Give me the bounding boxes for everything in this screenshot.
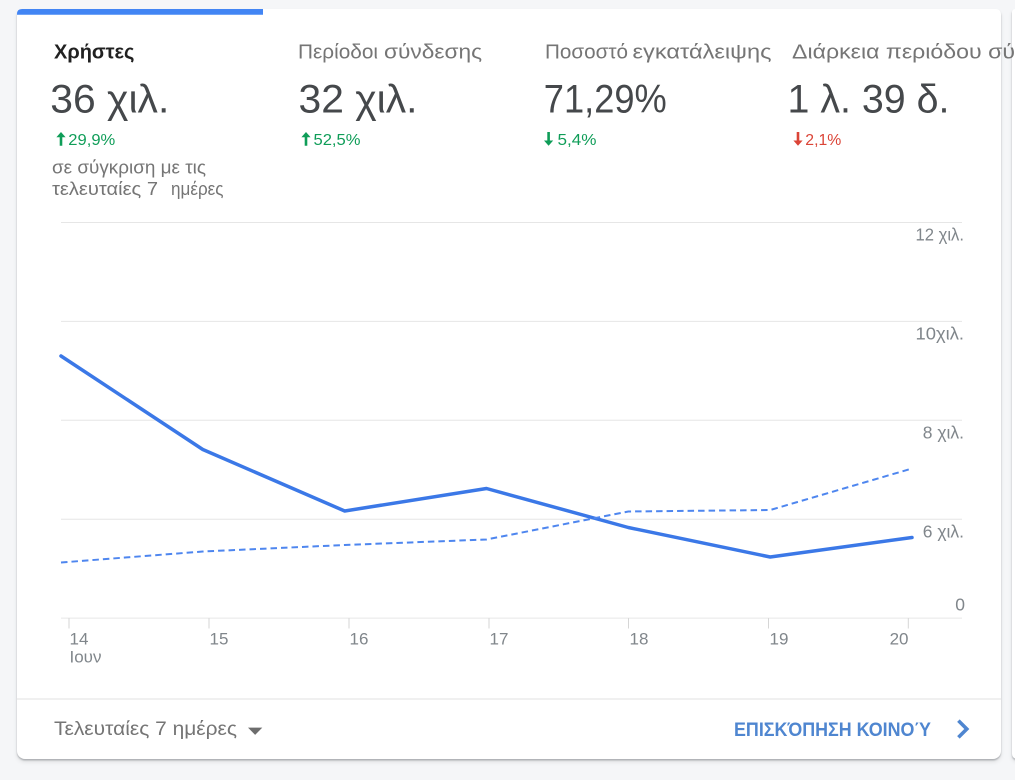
svg-text:σύνδεσης: σύνδεσης <box>384 42 482 64</box>
svg-text:12 χιλ.: 12 χιλ. <box>916 225 965 245</box>
svg-text:Περίοδοι: Περίοδοι <box>298 42 378 64</box>
svg-text:6 χιλ.: 6 χιλ. <box>923 522 964 542</box>
svg-text:14: 14 <box>70 630 89 649</box>
svg-text:τελευταίες 7: τελευταίες 7 <box>52 179 158 199</box>
svg-text:8 χιλ.: 8 χιλ. <box>923 423 964 443</box>
svg-text:29,9%: 29,9% <box>68 132 115 149</box>
svg-text:32 χιλ.: 32 χιλ. <box>299 78 418 122</box>
svg-text:Χρήστες: Χρήστες <box>54 42 134 64</box>
svg-text:Ποσοστό: Ποσοστό <box>545 42 628 64</box>
svg-text:εγκατάλειψης: εγκατάλειψης <box>633 42 772 64</box>
svg-text:ΕΠΙΣΚΌΠΗΣΗ ΚΟΙΝΟΎ: ΕΠΙΣΚΌΠΗΣΗ ΚΟΙΝΟΎ <box>734 720 931 741</box>
svg-text:Τελευταίες 7 ημέρες: Τελευταίες 7 ημέρες <box>54 719 237 740</box>
svg-text:σε σύγκριση με τις: σε σύγκριση με τις <box>52 158 206 178</box>
svg-text:17: 17 <box>490 630 509 649</box>
svg-text:15: 15 <box>210 630 229 649</box>
svg-text:5,4%: 5,4% <box>558 132 597 149</box>
svg-text:2,1%: 2,1% <box>805 132 841 149</box>
svg-text:0: 0 <box>955 595 965 615</box>
svg-text:19: 19 <box>770 630 789 649</box>
svg-text:ημέρες: ημέρες <box>171 179 224 199</box>
svg-text:1 λ. 39 δ.: 1 λ. 39 δ. <box>788 78 950 122</box>
svg-text:Ιουν: Ιουν <box>70 648 102 667</box>
svg-text:16: 16 <box>350 630 369 649</box>
svg-text:10χιλ.: 10χιλ. <box>916 324 965 344</box>
svg-text:Διάρκεια περιόδου σύνδεσης: Διάρκεια περιόδου σύνδεσης <box>792 42 1015 64</box>
svg-text:36 χιλ.: 36 χιλ. <box>50 78 169 122</box>
svg-text:18: 18 <box>630 630 649 649</box>
svg-text:52,5%: 52,5% <box>314 132 361 149</box>
svg-text:71,29%: 71,29% <box>544 78 667 122</box>
svg-text:20: 20 <box>890 630 909 649</box>
